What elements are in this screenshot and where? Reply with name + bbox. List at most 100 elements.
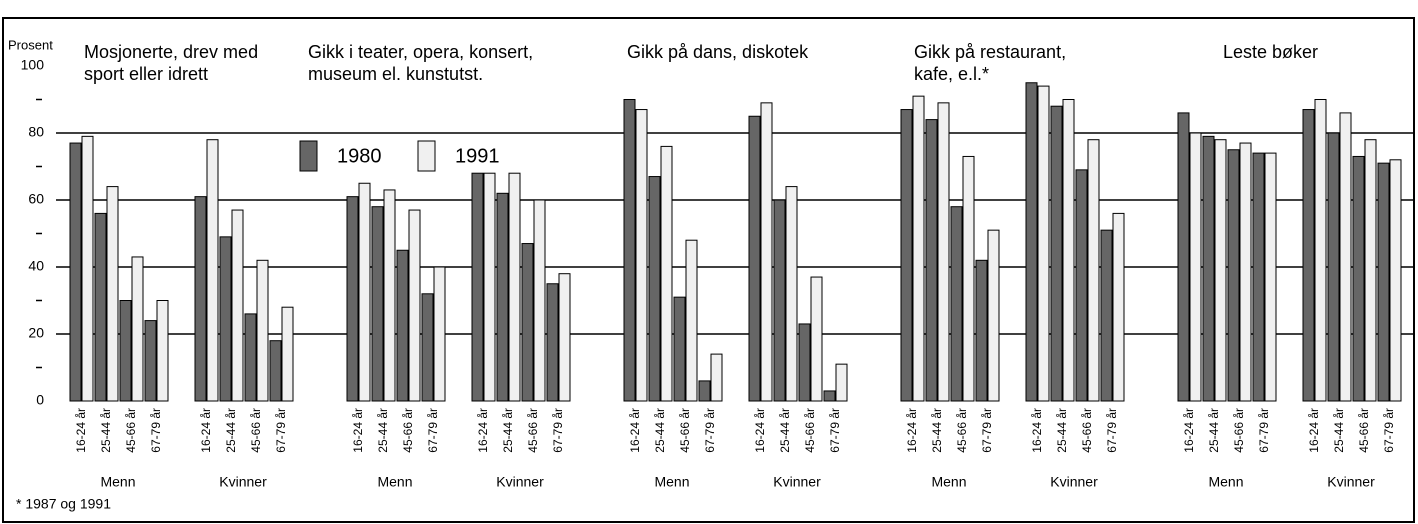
bar bbox=[912, 95, 925, 402]
bar bbox=[521, 243, 534, 402]
bar bbox=[131, 256, 144, 402]
x-tick-label: 16-24 år bbox=[628, 408, 642, 453]
bar bbox=[987, 229, 1000, 402]
bar bbox=[533, 199, 546, 402]
bar bbox=[1037, 85, 1050, 402]
bar bbox=[156, 300, 169, 402]
bar bbox=[698, 380, 711, 402]
bar bbox=[648, 176, 661, 402]
bar bbox=[1339, 112, 1352, 402]
bar bbox=[635, 109, 648, 402]
x-tick-label: 25-44 år bbox=[224, 408, 238, 453]
bar bbox=[244, 313, 257, 402]
x-tick-label: 16-24 år bbox=[1307, 408, 1321, 453]
bar bbox=[760, 102, 773, 402]
bar bbox=[1112, 212, 1125, 402]
bar bbox=[975, 259, 988, 402]
bar bbox=[962, 155, 975, 402]
x-tick-label: 67-79 år bbox=[703, 408, 717, 453]
y-tick-label: 100 bbox=[21, 57, 45, 73]
y-axis-label: Prosent bbox=[8, 37, 53, 52]
x-tick-label: 25-44 år bbox=[930, 408, 944, 453]
group-label: Kvinner bbox=[219, 474, 267, 490]
x-tick-label: 25-44 år bbox=[376, 408, 390, 453]
x-tick-label: 25-44 år bbox=[1332, 408, 1346, 453]
x-tick-label: 67-79 år bbox=[828, 408, 842, 453]
x-tick-label: 45-66 år bbox=[249, 408, 263, 453]
panel-title: Gikk i teater, opera, konsert, bbox=[308, 42, 533, 62]
bar bbox=[823, 390, 836, 402]
y-tick-label: 60 bbox=[28, 191, 44, 207]
x-tick-label: 45-66 år bbox=[1080, 408, 1094, 453]
panel-title: kafe, e.l.* bbox=[914, 64, 989, 84]
panel-title: Mosjonerte, drev med bbox=[84, 42, 258, 62]
bar bbox=[558, 273, 571, 402]
bar bbox=[144, 320, 157, 402]
bar bbox=[925, 119, 938, 402]
x-tick-label: 45-66 år bbox=[401, 408, 415, 453]
bar bbox=[1202, 135, 1215, 402]
bar bbox=[1189, 132, 1202, 402]
bar bbox=[231, 209, 244, 402]
x-tick-label: 67-79 år bbox=[980, 408, 994, 453]
x-tick-label: 67-79 år bbox=[274, 408, 288, 453]
bar bbox=[396, 249, 409, 402]
bar bbox=[194, 196, 207, 402]
x-tick-label: 67-79 år bbox=[1382, 408, 1396, 453]
bar bbox=[508, 172, 521, 402]
bar bbox=[950, 206, 963, 402]
panel-title: Gikk på restaurant, bbox=[914, 42, 1066, 62]
bar bbox=[1327, 132, 1340, 402]
x-tick-label: 16-24 år bbox=[351, 408, 365, 453]
x-tick-label: 16-24 år bbox=[753, 408, 767, 453]
bar bbox=[1100, 229, 1113, 402]
x-tick-label: 25-44 år bbox=[653, 408, 667, 453]
bar bbox=[206, 139, 219, 402]
x-tick-label: 25-44 år bbox=[1055, 408, 1069, 453]
bar bbox=[546, 283, 559, 402]
y-tick-label: 20 bbox=[28, 325, 44, 341]
x-tick-label: 45-66 år bbox=[1357, 408, 1371, 453]
x-tick-label: 45-66 år bbox=[526, 408, 540, 453]
x-tick-label: 45-66 år bbox=[124, 408, 138, 453]
bar bbox=[1227, 149, 1240, 402]
bar bbox=[119, 300, 132, 402]
x-tick-label: 25-44 år bbox=[99, 408, 113, 453]
group-label: Menn bbox=[654, 474, 689, 490]
bar bbox=[106, 186, 119, 402]
bar bbox=[1377, 162, 1390, 402]
x-tick-label: 67-79 år bbox=[551, 408, 565, 453]
group-label: Kvinner bbox=[1050, 474, 1098, 490]
bar bbox=[1352, 155, 1365, 402]
group-label: Kvinner bbox=[773, 474, 821, 490]
bar bbox=[1087, 139, 1100, 402]
x-tick-label: 25-44 år bbox=[501, 408, 515, 453]
x-tick-label: 45-66 år bbox=[803, 408, 817, 453]
x-tick-label: 67-79 år bbox=[1257, 408, 1271, 453]
bar bbox=[346, 196, 359, 402]
bar bbox=[1214, 139, 1227, 402]
x-tick-label: 45-66 år bbox=[678, 408, 692, 453]
bar bbox=[281, 306, 294, 402]
bar bbox=[1075, 169, 1088, 402]
bar bbox=[433, 266, 446, 402]
bar bbox=[256, 259, 269, 402]
bar bbox=[69, 142, 82, 402]
bar bbox=[710, 353, 723, 402]
bar bbox=[835, 363, 848, 402]
panel-title: museum el. kunstutst. bbox=[308, 64, 483, 84]
bar bbox=[660, 145, 673, 402]
bar bbox=[810, 276, 823, 402]
x-tick-label: 16-24 år bbox=[199, 408, 213, 453]
bar bbox=[269, 340, 282, 402]
x-tick-label: 16-24 år bbox=[1182, 408, 1196, 453]
bar bbox=[358, 182, 371, 402]
y-tick-label: 40 bbox=[28, 258, 44, 274]
bar bbox=[94, 212, 107, 402]
legend-background bbox=[292, 136, 492, 176]
bar bbox=[471, 172, 484, 402]
bar bbox=[673, 296, 686, 402]
panel-title: Leste bøker bbox=[1223, 42, 1318, 62]
y-tick-label: 80 bbox=[28, 124, 44, 140]
